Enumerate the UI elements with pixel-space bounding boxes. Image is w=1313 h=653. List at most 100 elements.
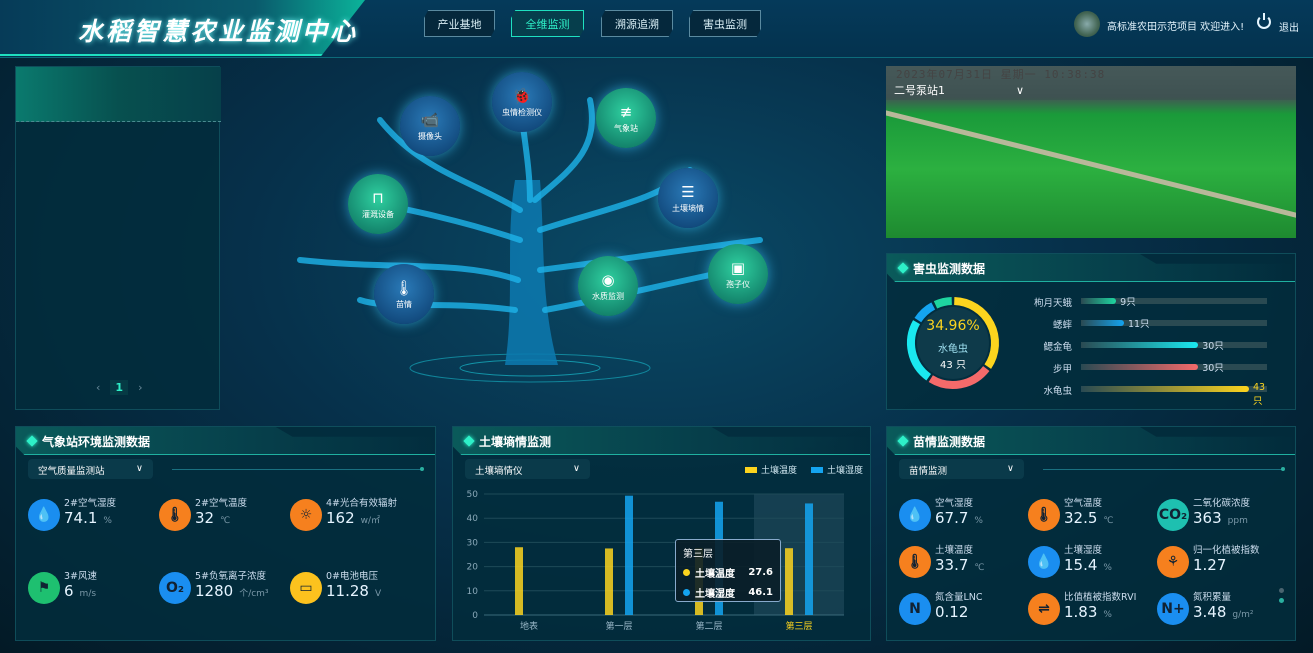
weather-station-select[interactable]: 空气质量监测站 ∨ xyxy=(28,459,153,479)
metric-label: 比值植被指数RVI xyxy=(1064,592,1137,603)
page-number[interactable]: 1 xyxy=(110,380,129,395)
metric-item: 🌡 2#空气温度 32 ℃ xyxy=(159,495,289,535)
metric-value: 0.12 xyxy=(935,603,969,621)
pest-bar-track xyxy=(1081,342,1267,348)
pest-bar-row: 枸月天蛾 9只 xyxy=(1017,295,1267,309)
metric-value: 15.4% xyxy=(1064,556,1112,574)
chevron-down-icon: ∨ xyxy=(136,463,143,474)
tooltip-row: 土壤湿度 46.1 xyxy=(683,585,773,600)
donut-segment[interactable] xyxy=(928,366,990,389)
pest-bar-fill xyxy=(1081,298,1117,304)
nav-tab-full-monitoring[interactable]: 全维监测 xyxy=(511,10,584,37)
pest-donut-chart: 34.96% 水龟虫 43 只 xyxy=(903,288,1003,398)
metric-unit: ℃ xyxy=(974,563,985,573)
tree-node-spore[interactable]: ▣ 孢子仪 xyxy=(708,244,768,304)
seedling-select[interactable]: 苗情监测 ∨ xyxy=(899,459,1024,479)
chevron-down-icon: ∨ xyxy=(1015,84,1024,97)
humidity-icon: 💧 xyxy=(899,499,931,531)
weather-panel: 气象站环境监测数据 空气质量监测站 ∨ 💧 2#空气湿度 74.1% 🌡 2#空气温… xyxy=(15,426,436,641)
panel-title: 苗情监测数据 xyxy=(913,435,986,449)
pest-count: 30只 xyxy=(1202,363,1224,374)
tree-node-soil[interactable]: ☰ 土壤墒情 xyxy=(658,168,718,228)
tree-node-weather-station[interactable]: ≢ 气象站 xyxy=(596,88,656,148)
pest-count: 43只 xyxy=(1253,382,1266,407)
bar-humidity[interactable] xyxy=(805,503,813,615)
metric-label: 氮含量LNC xyxy=(935,592,983,603)
camera-station-select[interactable]: 二号泵站1 ∨ xyxy=(894,84,1024,97)
metric-value: 32.5 ℃ xyxy=(1064,509,1114,527)
donut-segment[interactable] xyxy=(907,320,932,381)
pest-bar-fill xyxy=(1081,342,1199,348)
bar-humidity[interactable] xyxy=(625,495,633,615)
donut-count: 43 只 xyxy=(940,360,966,371)
divider xyxy=(1043,467,1285,471)
metric-unit: % xyxy=(974,516,983,526)
nitrogen-plus-icon: N+ xyxy=(1157,593,1189,625)
metric-label: 空气湿度 xyxy=(935,498,974,509)
donut-segment[interactable] xyxy=(933,297,953,309)
legend-item-humidity[interactable]: 土壤湿度 xyxy=(811,463,863,476)
logout-button[interactable]: 退出 xyxy=(1279,23,1299,34)
prev-page-button[interactable]: ‹ xyxy=(96,381,101,394)
pest-name: 蟋蟀 xyxy=(1052,320,1072,331)
tooltip-row: 土壤温度 27.6 xyxy=(683,565,773,580)
next-page-button[interactable]: › xyxy=(138,381,143,394)
divider xyxy=(172,467,424,471)
field-path xyxy=(886,106,1296,238)
left-panel: ‹ 1 › xyxy=(15,66,221,410)
seedling-panel: 苗情监测数据 苗情监测 ∨ 💧 空气湿度 67.7% 🌡 空气温度 32.5 ℃ CO₂… xyxy=(886,426,1296,641)
nitrogen-icon: N xyxy=(899,593,931,625)
tree-node-camera[interactable]: 📹 摄像头 xyxy=(400,96,460,156)
donut-segment[interactable] xyxy=(953,297,999,369)
nav-tab-pest-monitoring[interactable]: 害虫监测 xyxy=(689,10,761,37)
welcome-text: 高标准农田示范项目 欢迎进入! xyxy=(1107,22,1245,33)
device-tree: 🐞 虫情检测仪 📹 摄像头 ≢ 气象站 ⊓ 灌溉设备 ☰ 土壤墒情 🌡 苗情 ◉ 水质监测 ▣… xyxy=(240,60,860,410)
oxygen-ion-icon: O₂ xyxy=(159,572,191,604)
metric-unit: % xyxy=(1103,610,1112,620)
ratio-icon: ⇌ xyxy=(1028,593,1060,625)
pest-bar-fill xyxy=(1081,320,1124,326)
x-tick-label: 地表 xyxy=(520,620,538,632)
metric-unit: ppm xyxy=(1227,516,1248,526)
donut-segment[interactable] xyxy=(914,302,936,323)
metric-value: 6 m/s xyxy=(64,582,97,600)
y-tick-label: 30 xyxy=(467,538,479,548)
nav-tab-traceability[interactable]: 溯源追溯 xyxy=(601,10,673,37)
pest-bar-fill xyxy=(1081,364,1199,370)
metric-label: 归一化植被指数 xyxy=(1193,545,1260,556)
pagination: ‹ 1 › xyxy=(96,380,142,395)
temperature-icon: 🌡 xyxy=(899,546,931,578)
pest-panel: 害虫监测数据 34.96% 水龟虫 43 只 枸月天蛾 9只 蟋蟀 11只 鳃金龟 … xyxy=(886,253,1296,410)
carousel-dot-active[interactable] xyxy=(1279,598,1284,603)
metric-item: ▭ 0#电池电压 11.28 V xyxy=(290,568,420,608)
pest-name: 枸月天蛾 xyxy=(1033,298,1072,309)
y-tick-label: 50 xyxy=(467,490,479,500)
humidity-icon: 💧 xyxy=(1028,546,1060,578)
legend-item-temperature[interactable]: 土壤温度 xyxy=(745,463,797,476)
camera-icon: 📹 xyxy=(420,110,440,129)
soil-device-select[interactable]: 土壤墒情仪 ∨ xyxy=(465,459,590,479)
temperature-icon: 🌡 xyxy=(159,499,191,531)
bar-temperature[interactable] xyxy=(785,548,793,615)
tree-node-seedling[interactable]: 🌡 苗情 xyxy=(374,264,434,324)
tree-node-irrigation[interactable]: ⊓ 灌溉设备 xyxy=(348,174,408,234)
nav-tab-industry-base[interactable]: 产业基地 xyxy=(424,10,495,37)
app-title: 水稻智慧农业监测中心 xyxy=(78,17,359,46)
donut-center xyxy=(917,307,989,379)
power-icon[interactable] xyxy=(1257,13,1271,29)
temperature-icon: 🌡 xyxy=(1028,499,1060,531)
tree-node-water-quality[interactable]: ◉ 水质监测 xyxy=(578,256,638,316)
bar-temperature[interactable] xyxy=(605,548,613,615)
metric-item: 🌡 土壤温度 33.7 ℃ xyxy=(899,542,1029,582)
camera-feed[interactable]: 2023年07月31日 星期一 10:38:38 二号泵站1 ∨ xyxy=(886,66,1296,238)
carousel-dot[interactable] xyxy=(1279,588,1284,593)
radiation-icon: ☼ xyxy=(290,499,322,531)
pest-bar-track xyxy=(1081,386,1267,392)
bar-temperature[interactable] xyxy=(515,547,523,615)
tree-node-pest-detector[interactable]: 🐞 虫情检测仪 xyxy=(492,72,552,132)
metric-item: ⇌ 比值植被指数RVI 1.83% xyxy=(1028,589,1158,629)
soil-icon: ☰ xyxy=(681,182,695,201)
donut-svg xyxy=(907,297,999,389)
metric-item: ⚑ 3#风速 6 m/s xyxy=(28,568,158,608)
x-tick-label: 第一层 xyxy=(605,620,632,632)
